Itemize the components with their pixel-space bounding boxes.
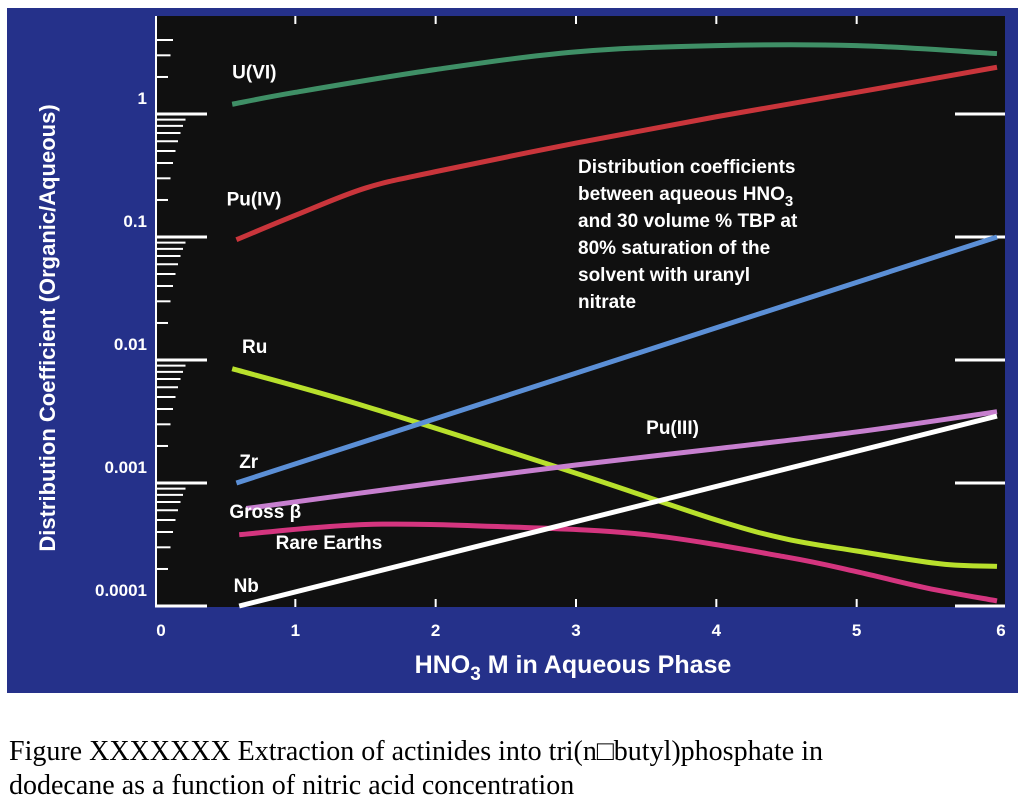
y-axis-title: Distribution Coefficient (Organic/Aqueou…	[35, 104, 60, 551]
note-line-6: nitrate	[578, 292, 636, 313]
x-tick-label: 1	[291, 621, 300, 640]
note-line-3: and 30 volume % TBP at	[578, 211, 798, 232]
note-line-4: 80% saturation of the	[578, 238, 770, 259]
x-tick-label: 2	[431, 621, 440, 640]
series-line-zr	[235, 234, 998, 486]
x-axis-title-main: HNO	[415, 651, 471, 679]
series-lines	[231, 42, 998, 609]
y-tick-label: 0.0001	[95, 581, 147, 600]
x-tick-label: 6	[996, 621, 1005, 640]
annotation-note: Distribution coefficients between aqueou…	[578, 157, 803, 313]
series-line-rare-earths	[238, 521, 998, 604]
x-axis-title-subscript: 3	[470, 664, 481, 685]
y-tick-label: 0.01	[114, 335, 147, 354]
y-tick-label: 0.1	[123, 212, 147, 231]
plot-area	[155, 16, 1005, 607]
note-line-2-subscript: 3	[785, 193, 793, 210]
curve-label-nb: Nb	[234, 576, 259, 597]
y-tick-label: 0.001	[104, 458, 147, 477]
caption-line-1: Figure XXXXXXX Extraction of actinides i…	[9, 736, 823, 767]
figure-panel: 0.0001 0.001 0.01 0.1 1 0 1 2 3 4 5 6 U(VI) Pu(IV) Ru…	[7, 8, 1018, 693]
series-line-ru	[231, 366, 998, 569]
axis-ticks: 0.0001 0.001 0.01 0.1 1 0 1 2 3 4 5 6	[95, 16, 1006, 640]
note-line-5: solvent with uranyl	[578, 265, 750, 286]
x-tick-label: 0	[156, 621, 165, 640]
y-tick-label: 1	[138, 89, 147, 108]
curve-label-pu-iii: Pu(III)	[646, 418, 699, 439]
note-line-2: between aqueous HNO	[578, 184, 785, 205]
x-tick-label: 4	[712, 621, 722, 640]
note-line-1: Distribution coefficients	[578, 157, 795, 178]
x-axis-title-rest: M in Aqueous Phase	[481, 651, 732, 679]
x-tick-label: 5	[852, 621, 861, 640]
chart: 0.0001 0.001 0.01 0.1 1 0 1 2 3 4 5 6 U(VI) Pu(IV) Ru…	[35, 16, 1006, 685]
x-axis-title: HNO3 M in Aqueous Phase	[415, 651, 732, 685]
curve-labels: U(VI) Pu(IV) Ru Zr Gross β Rare Earths Nb Pu(II…	[227, 62, 699, 597]
x-tick-label: 3	[571, 621, 580, 640]
series-line-pu-iii	[245, 409, 998, 512]
series-line-nb	[238, 413, 998, 609]
curve-label-ru: Ru	[242, 337, 267, 358]
curve-label-u-vi: U(VI)	[232, 62, 276, 83]
curve-label-pu-iv: Pu(IV)	[227, 190, 282, 211]
curve-label-rare-earths: Rare Earths	[276, 533, 383, 554]
series-line-u-vi	[231, 42, 998, 107]
caption-line-2: dodecane as a function of nitric acid co…	[9, 770, 575, 801]
figure-caption: Figure XXXXXXX Extraction of actinides i…	[9, 735, 1019, 803]
curve-label-zr: Zr	[239, 452, 259, 473]
curve-label-gross: Gross β	[229, 502, 301, 523]
series-line-pu-iv	[235, 64, 998, 243]
